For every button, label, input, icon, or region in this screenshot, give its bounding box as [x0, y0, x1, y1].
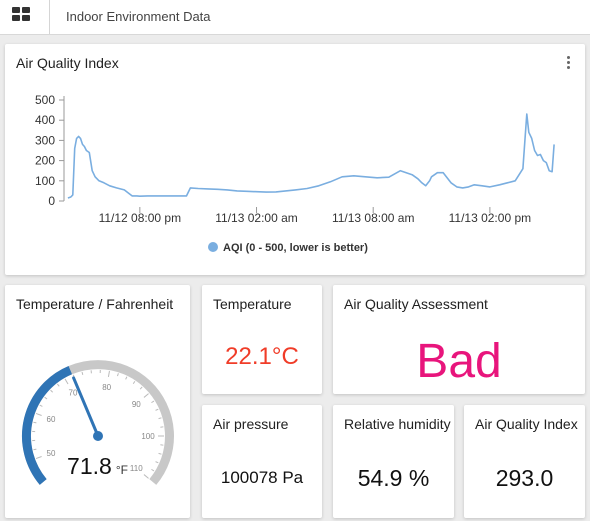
- gauge-needle: [72, 376, 100, 438]
- y-tick-label: 300: [35, 133, 55, 147]
- gauge-tick-label: 100: [141, 432, 155, 441]
- aqi-value-title: Air Quality Index: [475, 416, 578, 432]
- gauge-value-arc: [21, 365, 73, 485]
- more-options-icon[interactable]: [566, 56, 572, 70]
- gauge-readout: 71.8 °F: [5, 453, 190, 480]
- gauge-needle-hub: [93, 431, 103, 441]
- air-pressure-card: Air pressure 100078 Pa: [202, 405, 322, 518]
- relative-humidity-value: 54.9 %: [357, 465, 430, 491]
- aqi-line-chart: 0 100 200 300 400 500 11/12 08:00 pm 11/13 02:0…: [35, 93, 555, 254]
- x-tick-label: 11/13 08:00 am: [332, 211, 415, 225]
- x-tick-label: 11/12 08:00 pm: [99, 211, 182, 225]
- y-tick-label: 0: [48, 194, 55, 208]
- air-pressure-value: 100078 Pa: [220, 468, 304, 487]
- gauge-tick: [151, 468, 155, 472]
- gauge-tick-label: 70: [69, 389, 78, 398]
- x-tick-label: 11/13 02:00 pm: [449, 211, 532, 225]
- gauge-tick: [132, 381, 136, 385]
- gauge-tick: [35, 412, 42, 416]
- gauge-tick: [143, 393, 149, 398]
- gauge-tick: [81, 371, 84, 375]
- dashboard-grid-icon[interactable]: [12, 7, 32, 27]
- temperature-fahrenheit-card: Temperature / Fahrenheit 50 60 70 80 90 100 11…: [5, 285, 190, 518]
- gauge-tick: [33, 421, 37, 424]
- gauge-tick: [125, 376, 128, 380]
- gauge-tick: [56, 383, 60, 387]
- gauge-tick: [116, 373, 119, 377]
- temperature-card: Temperature 22.1°C: [202, 285, 322, 394]
- gauge-tick: [64, 378, 69, 385]
- gauge-tick: [151, 400, 155, 404]
- temperature-fahrenheit-title: Temperature / Fahrenheit: [16, 296, 174, 312]
- gauge-tick: [158, 417, 162, 420]
- gauge-tick-label: 80: [102, 383, 111, 392]
- gauge-tick-label: 50: [47, 449, 56, 458]
- gauge-tick-label: 60: [47, 415, 56, 424]
- relative-humidity-card: Relative humidity 54.9 %: [333, 405, 454, 518]
- gauge-value: 71.8: [67, 453, 112, 479]
- gauge-tick: [44, 396, 48, 400]
- gauge-tick: [35, 456, 42, 460]
- gauge-tick: [39, 404, 43, 407]
- gauge-tick: [107, 370, 110, 377]
- air-quality-assessment-card: Air Quality Assessment Bad: [333, 285, 585, 394]
- gauge-tick: [155, 461, 159, 464]
- gauge-tick: [33, 448, 37, 451]
- gauge-tick: [139, 386, 143, 390]
- gauge-tick: [158, 452, 162, 455]
- legend-marker[interactable]: [208, 242, 218, 252]
- aqi-value: 293.0: [495, 465, 554, 491]
- x-tick-label: 11/13 02:00 am: [215, 211, 298, 225]
- gauge-tick-label: 90: [132, 400, 141, 409]
- gauge-tick: [155, 408, 159, 411]
- aqi-chart-title: Air Quality Index: [16, 55, 119, 71]
- aqi-chart-card: Air Quality Index 0 100 200 300 400 500 11/12 …: [5, 44, 585, 275]
- temperature-gauge: 50 60 70 80 90 100 110: [21, 360, 174, 485]
- air-pressure-title: Air pressure: [213, 416, 289, 432]
- gauge-tick: [50, 389, 54, 393]
- aqi-value-card: Air Quality Index 293.0: [464, 405, 585, 518]
- gauge-tick-label: 110: [130, 464, 143, 473]
- legend-label[interactable]: AQI (0 - 500, lower is better): [223, 242, 368, 254]
- temperature-readout: 22.1°C: [202, 343, 322, 371]
- y-tick-label: 100: [35, 174, 55, 188]
- temperature-title: Temperature: [213, 296, 292, 312]
- page-title: Indoor Environment Data: [66, 9, 211, 24]
- y-tick-label: 200: [35, 154, 55, 168]
- gauge-tick: [143, 474, 149, 479]
- y-tick-label: 500: [35, 93, 55, 107]
- gauge-unit: °F: [115, 463, 128, 477]
- y-tick-label: 400: [35, 113, 55, 127]
- temperature-value: 22.1: [225, 343, 272, 370]
- air-quality-assessment-value: Bad: [416, 335, 502, 388]
- top-bar: Indoor Environment Data: [0, 0, 590, 35]
- aqi-series-line: [67, 113, 555, 199]
- temperature-unit: °C: [271, 343, 299, 370]
- relative-humidity-title: Relative humidity: [344, 416, 451, 432]
- air-quality-assessment-title: Air Quality Assessment: [344, 296, 488, 312]
- divider: [49, 0, 50, 34]
